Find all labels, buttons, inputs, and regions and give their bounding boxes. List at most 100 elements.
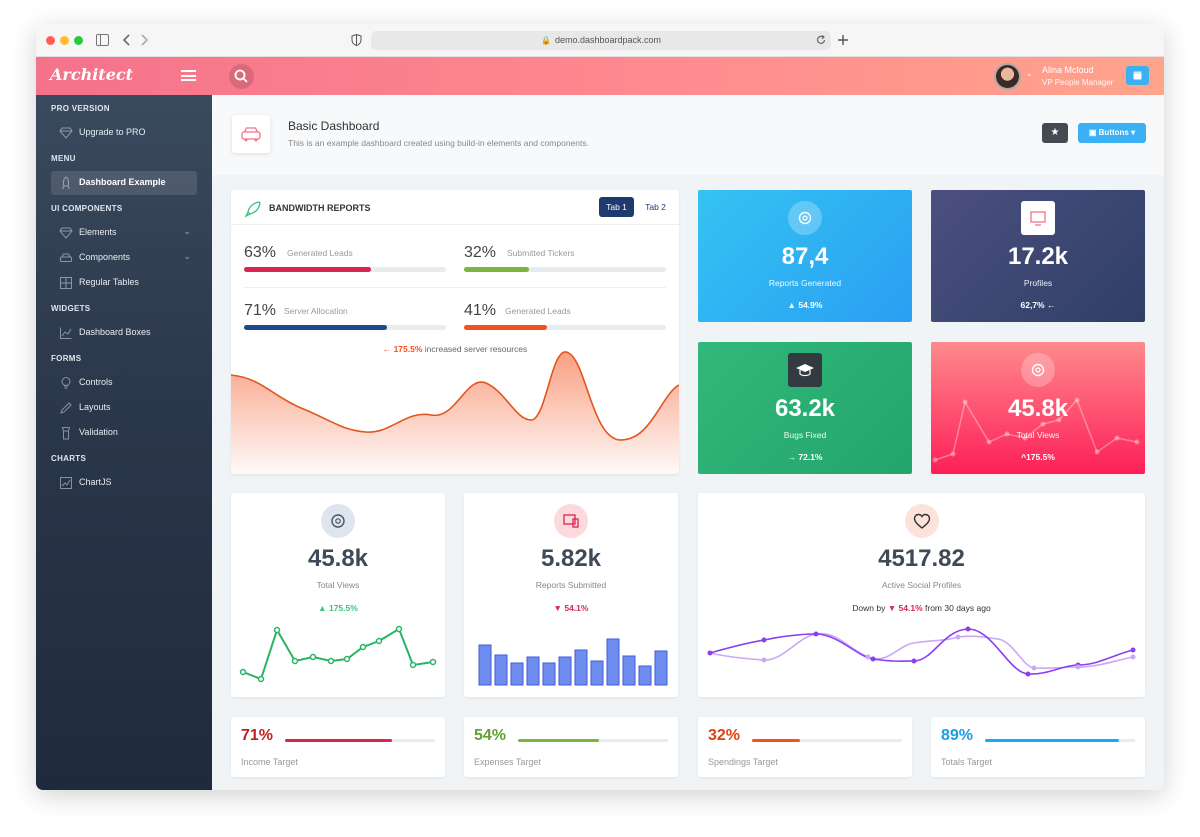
bandwidth-area-chart [231, 351, 679, 474]
kpi-label: Profiles [1023, 278, 1053, 288]
bandwidth-note-text: increased server resources [424, 344, 528, 354]
maximize-window-button[interactable] [74, 36, 83, 45]
arrow-up-icon: ▲ [787, 300, 796, 310]
target-label: Income Target [241, 757, 298, 767]
kpi-value: 87,4 [781, 243, 829, 270]
chevron-down-icon: ⌄ [183, 251, 191, 261]
target-value: 54% [474, 727, 507, 744]
metric-value: 63% [244, 244, 277, 261]
sidebar-item-label: Validation [79, 427, 118, 437]
sidebar-item-controls[interactable]: Controls [51, 371, 197, 395]
browser-window: 🔒 demo.dashboardpack.com Architect ⌄ Alin… [36, 24, 1164, 790]
kpi-sparkline [932, 397, 1140, 463]
forward-arrow-icon[interactable] [141, 34, 149, 46]
target-expenses: 54% Expenses Target [464, 717, 678, 777]
widget-reports-submitted: 5.82k Reports Submitted ▼ 54.1% [464, 493, 678, 697]
kpi-value: 45.8k [1007, 395, 1069, 422]
sidebar-item-regular-tables[interactable]: Regular Tables [51, 271, 197, 295]
grid-icon [60, 277, 72, 289]
widget-label: Active Social Profiles [881, 580, 962, 590]
sidebar-item-label: Dashboard Boxes [79, 327, 151, 337]
target-label: Spendings Target [708, 757, 778, 767]
sidebar-item-components[interactable]: Components ⌄ [51, 246, 197, 270]
kpi-bugs-fixed: 63.2k Bugs Fixed → 72.1% [698, 342, 912, 474]
graduation-cap-icon [788, 353, 822, 387]
kpi-total-views: 45.8k Total Views ^175.5% [931, 342, 1145, 474]
back-arrow-icon[interactable] [122, 34, 130, 46]
area-line [231, 351, 679, 441]
url-text: demo.dashboardpack.com [554, 35, 662, 45]
user-avatar[interactable] [994, 63, 1021, 90]
kpi-change-value: 72.1% [798, 452, 823, 462]
sidebar-item-upgrade[interactable]: Upgrade to PRO [51, 121, 197, 145]
widget-label: Reports Submitted [535, 580, 607, 590]
favorite-button[interactable]: ★ [1042, 123, 1068, 143]
user-name: Alina Mcloud [1042, 65, 1094, 75]
bandwidth-note: ← 175.5% increased server resources [231, 344, 679, 354]
sidebar-item-layouts[interactable]: Layouts [51, 396, 197, 420]
hamburger-menu-icon[interactable] [181, 70, 196, 81]
new-tab-icon[interactable] [837, 34, 849, 46]
kpi-profiles: 17.2k Profiles 62,7% ← [931, 190, 1145, 322]
diamond-icon [59, 127, 73, 139]
reload-icon[interactable] [816, 35, 826, 45]
search-button[interactable] [229, 64, 254, 89]
app-logo[interactable]: Architect [50, 65, 133, 84]
shield-icon [351, 34, 362, 46]
page-icon-box [232, 115, 270, 153]
sidebar-item-elements[interactable]: Elements ⌄ [51, 221, 197, 245]
target-progress [285, 739, 435, 742]
chevron-down-icon: ⌄ [183, 226, 191, 236]
lock-icon: 🔒 [540, 36, 551, 45]
main-content: Basic Dashboard This is an example dashb… [212, 95, 1164, 790]
kpi-change-value: 175.5% [1026, 452, 1055, 462]
calendar-button[interactable] [1126, 66, 1149, 85]
widget-change-prefix: Down by [852, 603, 886, 613]
metric-progress [464, 325, 666, 330]
buttons-dropdown[interactable]: ▣ Buttons ▾ [1078, 123, 1146, 143]
target-progress [985, 739, 1135, 742]
tab-2[interactable]: Tab 2 [645, 202, 666, 212]
kpi-value: 17.2k [1007, 243, 1069, 270]
sidebar-section-pro: PRO VERSION [51, 104, 110, 113]
progress-fill [464, 267, 529, 272]
sidebar-toggle-icon[interactable] [96, 34, 109, 46]
kpi-change: ^175.5% [931, 452, 1145, 462]
lightbulb-icon [61, 377, 71, 389]
car-icon [60, 253, 72, 262]
tab-1[interactable]: Tab 1 [599, 197, 634, 217]
widget-change-value: 54.1% [564, 603, 589, 613]
widget-change-value: 54.1% [898, 603, 923, 613]
metric-label: Submitted Tickers [507, 248, 575, 258]
sidebar-item-chartjs[interactable]: ChartJS [51, 471, 197, 495]
arrow-up-icon: ^ [1021, 452, 1027, 462]
sidebar-item-label: Elements [79, 227, 117, 237]
metrics-divider [244, 287, 666, 288]
sidebar-item-label: Upgrade to PRO [79, 127, 146, 137]
metric-value: 41% [464, 302, 497, 319]
bandwidth-note-value: 175.5% [393, 344, 423, 354]
rocket-icon [244, 201, 261, 218]
address-bar[interactable]: 🔒 demo.dashboardpack.com [371, 31, 831, 50]
widget-total-views: 45.8k Total Views ▲ 175.5% [231, 493, 445, 697]
briefcase-icon: ▣ [1088, 128, 1099, 137]
arrow-left-icon: ← [382, 344, 392, 354]
sidebar-item-validation[interactable]: Validation [51, 421, 197, 445]
sidebar: PRO VERSION Upgrade to PRO MENU Dashboar… [36, 95, 212, 790]
app-shell: Architect ⌄ Alina Mcloud VP People Manag… [36, 57, 1164, 790]
widget-change: ▲ 175.5% [231, 603, 445, 613]
calendar-icon [1133, 71, 1142, 80]
graph-icon [60, 477, 72, 489]
sidebar-section-charts: CHARTS [51, 454, 87, 463]
widget-change-value: 175.5% [328, 603, 358, 613]
arrow-down-icon: ▼ [553, 603, 562, 613]
sidebar-item-dashboard-example[interactable]: Dashboard Example [51, 171, 197, 195]
metric-label: Generated Leads [505, 306, 571, 316]
minimize-window-button[interactable] [60, 36, 69, 45]
area-fill [231, 351, 679, 474]
metric-progress [464, 267, 666, 272]
chevron-down-icon[interactable]: ⌄ [1026, 69, 1033, 78]
sidebar-item-dashboard-boxes[interactable]: Dashboard Boxes [51, 321, 197, 345]
close-window-button[interactable] [46, 36, 55, 45]
monitor-icon [1021, 201, 1055, 235]
